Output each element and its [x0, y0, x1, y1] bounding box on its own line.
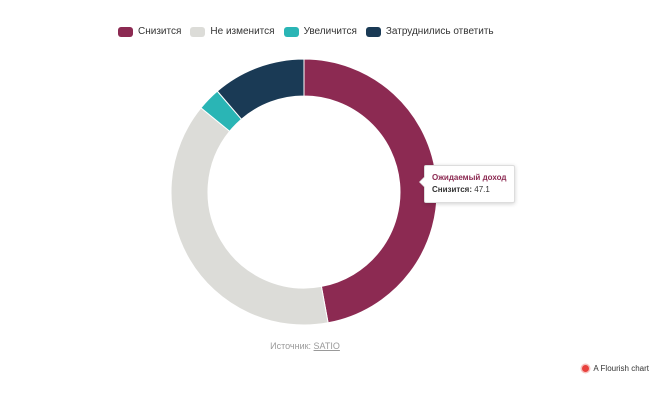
legend-swatch — [365, 26, 381, 37]
legend-label: Увеличится — [303, 26, 357, 37]
legend-label: Снизится — [138, 26, 182, 37]
legend-item-decrease[interactable]: Снизится — [118, 26, 181, 37]
legend-swatch — [283, 26, 299, 37]
chart-legend: Снизится Не изменится Увеличится Затрудн… — [118, 26, 503, 37]
tooltip-label: Снизится: — [432, 185, 473, 194]
legend-swatch — [118, 26, 133, 37]
flourish-logo-icon — [582, 365, 590, 372]
tooltip-value: 47.1 — [474, 185, 490, 194]
source-link[interactable]: SATIO — [313, 341, 340, 351]
slice-decrease[interactable] — [303, 58, 438, 324]
source-note: Источник: SATIO — [0, 341, 610, 351]
flourish-credit-link[interactable]: A Flourish chart — [582, 364, 649, 373]
legend-swatch — [190, 26, 206, 37]
tooltip-title: Ожидаемый доход — [432, 173, 507, 182]
slice-unchanged[interactable] — [170, 107, 329, 326]
slice-undecided[interactable] — [216, 58, 305, 120]
tooltip-body: Снизится: 47.1 — [432, 184, 506, 196]
legend-item-increase[interactable]: Увеличится — [283, 26, 357, 37]
legend-label: Не изменится — [210, 26, 275, 37]
legend-label: Затруднились ответить — [385, 26, 494, 37]
chart-tooltip: Ожидаемый доход Снизится: 47.1 — [418, 165, 516, 203]
flourish-credit-text: A Flourish chart — [593, 364, 649, 373]
legend-item-unchanged[interactable]: Не изменится — [190, 26, 275, 37]
source-prefix: Источник: — [270, 341, 312, 351]
legend-item-undecided[interactable]: Затруднились ответить — [365, 26, 494, 37]
